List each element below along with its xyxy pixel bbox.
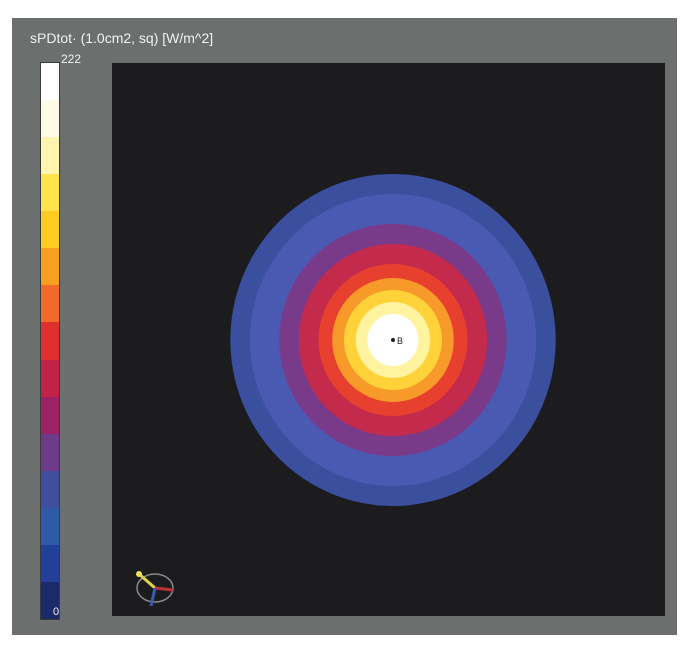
quantity-title: sPDtot· (1.0cm2, sq) [W/m^2] (30, 30, 214, 46)
colorbar-segment (41, 359, 59, 397)
peak-marker-label: B (397, 336, 403, 346)
colorbar-segment (41, 433, 59, 471)
axis-orientation-icon (127, 560, 187, 615)
colorbar-min-label: 0 (53, 606, 60, 618)
colorbar-segment (41, 100, 59, 138)
colorbar-segment (41, 211, 59, 249)
colorbar-segment (41, 137, 59, 175)
colorbar-max-label: 222 (61, 52, 82, 66)
contour-rings (230, 174, 556, 506)
colorbar-segment (41, 63, 59, 101)
colorbar-segment (41, 248, 59, 286)
colorbar-segment (41, 396, 59, 434)
colorbar (40, 62, 60, 620)
field-plot[interactable]: B (112, 63, 665, 616)
colorbar-segment (41, 581, 59, 619)
colorbar-segment (41, 174, 59, 212)
field-plot-canvas: B (230, 174, 556, 506)
colorbar-segment (41, 285, 59, 323)
peak-marker-dot (391, 338, 395, 342)
colorbar-segment (41, 507, 59, 545)
peak-marker[interactable]: B (391, 336, 403, 346)
colorbar-segment (41, 322, 59, 360)
colorbar-segment (41, 544, 59, 582)
colorbar-segment (41, 470, 59, 508)
